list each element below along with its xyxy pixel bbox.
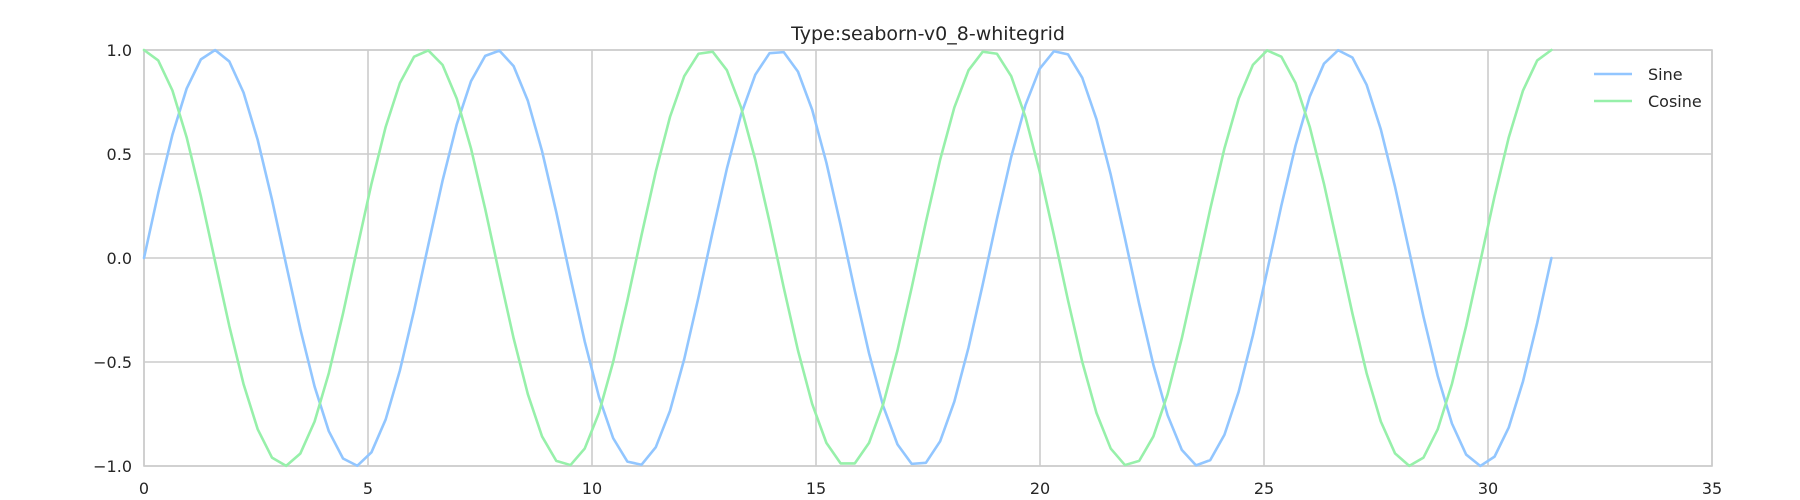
x-tick-label: 25	[1254, 479, 1274, 498]
x-tick-label: 20	[1030, 479, 1050, 498]
x-tick-label: 0	[139, 479, 149, 498]
chart-title: Type:seaborn-v0_8-whitegrid	[790, 23, 1065, 45]
legend-label-sine: Sine	[1648, 65, 1683, 84]
series-line-sine	[142, 48, 1553, 468]
tick-labels: 0 5 10 15 20 25 30 35 1.0 0.5 0.0 −0.5 −1.0	[93, 41, 1722, 498]
x-tick-label: 10	[582, 479, 602, 498]
y-tick-label: −0.5	[93, 353, 132, 372]
y-tick-label: 0.0	[107, 249, 132, 268]
y-tick-label: 1.0	[107, 41, 132, 60]
x-tick-label: 5	[363, 479, 373, 498]
series-layer	[142, 48, 1553, 468]
legend-label-cosine: Cosine	[1648, 92, 1702, 111]
y-tick-label: −1.0	[93, 457, 132, 476]
x-tick-label: 30	[1478, 479, 1498, 498]
x-tick-label: 35	[1702, 479, 1722, 498]
x-tick-label: 15	[806, 479, 826, 498]
legend: Sine Cosine	[1594, 65, 1702, 111]
y-tick-label: 0.5	[107, 145, 132, 164]
series-line-cosine	[142, 48, 1553, 468]
